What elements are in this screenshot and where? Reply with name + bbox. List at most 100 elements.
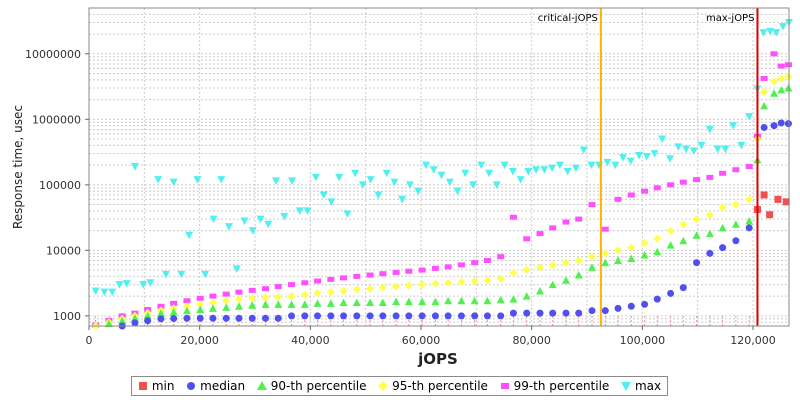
data-point — [718, 223, 727, 232]
data-point — [496, 295, 505, 304]
data-point — [650, 150, 659, 158]
x-tick-label: 20,000 — [180, 334, 219, 347]
data-point — [508, 167, 517, 176]
data-point — [431, 265, 439, 271]
data-point — [301, 280, 309, 286]
data-point — [653, 185, 661, 191]
data-point — [587, 161, 596, 170]
data-point — [404, 281, 413, 290]
y-tick-label: 100000 — [39, 179, 81, 192]
data-point — [382, 169, 391, 178]
data-point — [418, 312, 426, 320]
series-99-th-percentile — [92, 51, 792, 328]
data-point — [641, 300, 649, 308]
data-point — [745, 113, 754, 121]
axes: 0 20,000 40,000 60,000 80,000 100,000 120,000 1… — [25, 48, 776, 347]
data-point — [429, 166, 438, 174]
data-point — [234, 295, 243, 304]
data-point — [679, 284, 687, 292]
data-point — [759, 29, 768, 37]
legend-label: 95-th percentile — [392, 379, 488, 393]
legend-symbol — [378, 381, 389, 391]
data-point — [682, 145, 691, 154]
data-point — [679, 220, 688, 229]
data-point — [130, 314, 139, 322]
data-point — [209, 215, 218, 224]
data-point — [666, 155, 675, 163]
data-point — [303, 207, 312, 215]
data-point — [444, 278, 453, 287]
data-point — [760, 191, 768, 199]
data-point — [183, 314, 191, 322]
data-point — [614, 304, 622, 312]
data-point — [272, 177, 281, 185]
data-point — [523, 309, 531, 317]
data-point — [453, 187, 462, 196]
data-point — [782, 198, 790, 206]
data-point — [183, 298, 191, 304]
data-point — [208, 304, 217, 312]
data-point — [398, 195, 407, 204]
data-point — [157, 315, 165, 323]
data-point — [366, 312, 374, 320]
data-point — [311, 173, 320, 182]
legend-symbol — [620, 382, 631, 391]
data-point — [327, 276, 335, 282]
data-point — [784, 84, 793, 92]
data-point — [731, 200, 740, 209]
data-point — [693, 177, 701, 183]
data-point — [232, 265, 241, 273]
data-point — [335, 173, 344, 182]
data-point — [603, 158, 612, 167]
data-point — [340, 275, 348, 281]
data-point — [548, 260, 557, 269]
data-point — [706, 174, 714, 180]
data-point — [667, 182, 675, 188]
data-point — [353, 273, 361, 279]
data-point — [642, 153, 651, 161]
data-point — [327, 312, 335, 320]
data-point — [500, 161, 509, 170]
data-point — [627, 243, 636, 252]
data-point — [627, 192, 635, 198]
data-point — [374, 191, 383, 199]
data-point — [777, 63, 785, 69]
data-point — [574, 271, 583, 279]
data-point — [122, 280, 131, 288]
data-point — [444, 312, 452, 320]
x-axis-title: jOPS — [417, 350, 458, 368]
data-point — [248, 314, 256, 322]
data-point — [666, 226, 675, 235]
y-tick-label: 1000000 — [32, 113, 81, 126]
data-point — [108, 288, 117, 297]
data-point — [770, 51, 778, 57]
data-point — [770, 89, 779, 97]
data-point — [414, 187, 423, 196]
data-point — [314, 278, 322, 284]
data-point — [561, 258, 570, 267]
legend-item: 99-th percentile — [500, 379, 609, 393]
data-point — [571, 164, 580, 173]
data-point — [131, 319, 139, 327]
data-point — [471, 260, 479, 266]
data-point — [392, 282, 401, 291]
data-point — [313, 299, 322, 307]
data-point — [575, 216, 583, 222]
data-point — [91, 287, 100, 295]
data-point — [274, 314, 282, 322]
data-point — [340, 312, 348, 320]
data-point — [524, 167, 533, 176]
data-points — [91, 19, 793, 330]
data-point — [418, 297, 427, 306]
data-point — [314, 312, 322, 320]
data-point — [288, 177, 297, 185]
data-point — [445, 178, 454, 187]
data-point — [532, 166, 541, 174]
data-point — [509, 295, 518, 303]
data-point — [509, 309, 517, 317]
data-point — [705, 210, 714, 219]
data-point — [641, 188, 649, 194]
data-point — [674, 143, 683, 151]
legend-item: 90-th percentile — [256, 379, 367, 393]
data-point — [248, 227, 257, 235]
